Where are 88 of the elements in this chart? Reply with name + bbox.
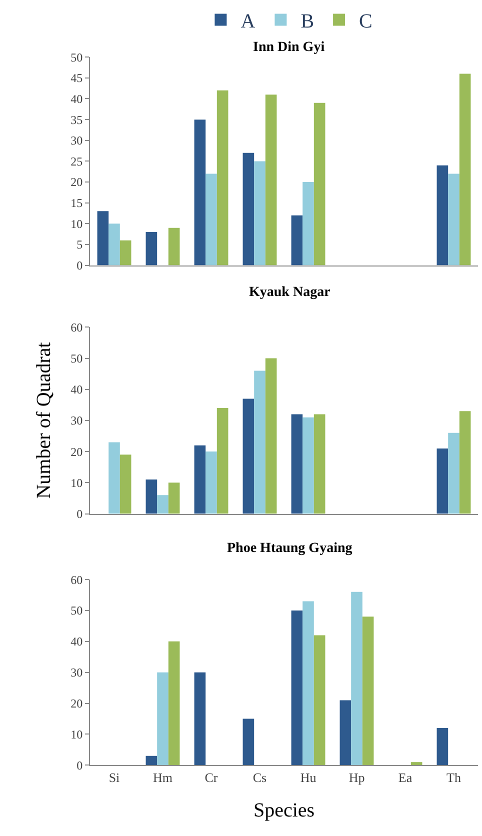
bar bbox=[314, 635, 326, 766]
x-axis-title: Species bbox=[253, 799, 315, 822]
y-tick-label: 15 bbox=[70, 196, 83, 210]
bar bbox=[291, 215, 303, 266]
bar bbox=[146, 480, 158, 514]
bar bbox=[448, 174, 460, 266]
y-tick-label: 10 bbox=[70, 727, 83, 742]
bar bbox=[146, 756, 158, 766]
y-tick-label: 20 bbox=[70, 696, 83, 710]
chart-title: Inn Din Gyi bbox=[253, 40, 325, 55]
bar bbox=[254, 370, 266, 514]
bar bbox=[340, 700, 352, 766]
bar bbox=[146, 232, 158, 266]
legend-label: B bbox=[300, 10, 314, 33]
bar bbox=[108, 442, 120, 514]
bar bbox=[168, 641, 180, 766]
bar bbox=[120, 240, 132, 266]
y-tick-label: 50 bbox=[70, 50, 83, 64]
bar bbox=[314, 414, 326, 514]
bar bbox=[448, 432, 460, 514]
bar bbox=[351, 592, 362, 766]
bar bbox=[459, 411, 471, 514]
bar bbox=[216, 90, 228, 266]
bar bbox=[168, 482, 180, 514]
chart-title: Phoe Htaung Gyaing bbox=[227, 541, 352, 556]
x-tick-label: Hu bbox=[300, 770, 317, 785]
bar bbox=[157, 672, 168, 766]
y-tick-label: 35 bbox=[70, 112, 83, 127]
bar bbox=[410, 762, 422, 766]
bar bbox=[436, 448, 448, 514]
bar bbox=[265, 94, 277, 266]
bar bbox=[314, 102, 326, 266]
y-tick-label: 45 bbox=[70, 71, 83, 86]
y-tick-label: 0 bbox=[76, 758, 83, 772]
legend-label: A bbox=[240, 10, 256, 33]
y-tick-label: 30 bbox=[70, 414, 83, 428]
bar bbox=[302, 417, 314, 514]
x-tick-label: Si bbox=[108, 770, 120, 785]
bar bbox=[302, 182, 314, 266]
y-tick-label: 40 bbox=[70, 382, 83, 397]
bar bbox=[97, 211, 109, 266]
bar bbox=[206, 174, 217, 266]
bar bbox=[436, 728, 448, 766]
y-tick-label: 0 bbox=[76, 506, 83, 521]
bar bbox=[265, 358, 277, 514]
bar bbox=[216, 408, 228, 514]
y-tick-label: 50 bbox=[70, 351, 83, 366]
bar bbox=[206, 452, 217, 514]
y-tick-label: 60 bbox=[70, 572, 83, 587]
bar bbox=[157, 495, 168, 514]
bar bbox=[168, 228, 180, 266]
y-tick-label: 25 bbox=[70, 154, 83, 168]
y-tick-label: 20 bbox=[70, 175, 83, 190]
y-tick-label: 60 bbox=[70, 320, 83, 334]
bar bbox=[242, 398, 254, 514]
bar bbox=[120, 454, 132, 514]
bar bbox=[194, 672, 206, 766]
x-tick-label: Hp bbox=[348, 770, 365, 785]
bar bbox=[242, 152, 254, 266]
y-tick-label: 40 bbox=[70, 634, 83, 649]
y-tick-label: 0 bbox=[76, 258, 83, 273]
legend-label: C bbox=[359, 10, 372, 33]
bar bbox=[362, 616, 374, 766]
bar bbox=[436, 165, 448, 266]
bar bbox=[254, 161, 266, 266]
x-tick-label: Hm bbox=[153, 770, 172, 785]
bar bbox=[194, 120, 206, 266]
y-tick-label: 50 bbox=[70, 604, 83, 618]
bar bbox=[194, 445, 206, 514]
y-tick-label: 40 bbox=[70, 92, 83, 106]
x-tick-label: Ea bbox=[398, 770, 412, 785]
y-tick-label: 20 bbox=[70, 444, 83, 459]
bar bbox=[291, 610, 303, 766]
y-tick-label: 5 bbox=[76, 238, 83, 252]
bar bbox=[302, 601, 314, 766]
chart-title: Kyauk Nagar bbox=[249, 285, 330, 300]
bar bbox=[291, 414, 303, 514]
y-tick-label: 10 bbox=[70, 216, 83, 231]
bar bbox=[242, 718, 254, 766]
y-tick-label: 10 bbox=[70, 476, 83, 490]
y-axis-title: Number of Quadrat bbox=[33, 342, 56, 499]
y-tick-label: 30 bbox=[70, 134, 83, 148]
y-tick-label: 30 bbox=[70, 666, 83, 680]
x-tick-label: Cs bbox=[252, 770, 267, 785]
bar bbox=[459, 74, 471, 266]
x-tick-label: Cr bbox=[204, 770, 218, 785]
bar bbox=[108, 224, 120, 266]
x-tick-label: Th bbox=[446, 770, 462, 785]
